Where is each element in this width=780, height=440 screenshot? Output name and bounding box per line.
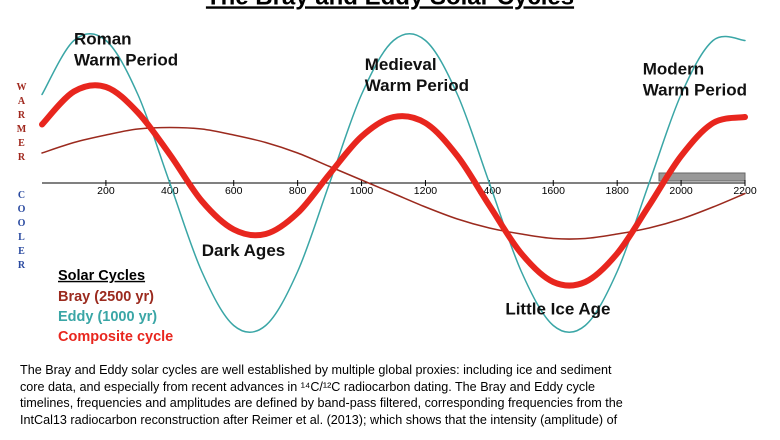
x-tick-label: 800 [289,185,307,197]
x-tick-label: 1800 [606,185,630,197]
x-tick-label: 400 [161,185,179,197]
annotation-line: Warm Period [365,76,469,95]
caption-line: IntCal13 radiocarbon reconstruction afte… [20,412,618,427]
annotation-line: Roman [74,30,132,49]
series-line [41,126,746,240]
x-tick-label: 1600 [542,185,566,197]
cooler-label: COOLER [16,190,27,274]
present-bar [658,172,746,182]
legend-entry: Composite cycle [58,329,173,345]
annotation-line: Medieval [365,55,437,74]
annotation: Modern Warm Period [643,60,747,100]
x-tick-label: 1000 [350,185,374,197]
x-tick-label: 200 [97,185,115,197]
x-tick-label: 2200 [733,185,757,197]
caption-line: timelines, frequencies and amplitudes ar… [20,396,623,410]
chart: The Bray and Eddy Solar Cycles 200 400 600… [39,0,757,345]
x-tick-label: 2000 [669,185,693,197]
x-tick-label: 600 [225,185,243,197]
annotation: Little Ice Age [505,300,610,319]
annotation-line: Modern [643,60,704,79]
x-tick-label: 1200 [414,185,438,197]
legend-entry: Eddy (1000 yr) [58,309,157,325]
series-line [39,82,748,289]
annotation-line: Warm Period [643,81,747,100]
chart-title: The Bray and Eddy Solar Cycles [206,0,574,10]
legend-entry: Bray (2500 yr) [58,289,154,305]
annotation-line: Warm Period [74,51,178,70]
legend-title: Solar Cycles [58,268,145,284]
annotation-line: Dark Ages [202,241,285,260]
caption: The Bray and Eddy solar cycles are well … [20,362,770,428]
annotation: Medieval Warm Period [365,55,469,95]
warmer-label: WARMER [16,82,27,166]
annotation: Dark Ages [202,241,285,260]
caption-line: The Bray and Eddy solar cycles are well … [20,363,612,377]
annotation-line: Little Ice Age [505,300,610,319]
caption-line: core data, and especially from recent ad… [20,379,595,394]
annotation: Roman Warm Period [74,30,178,70]
